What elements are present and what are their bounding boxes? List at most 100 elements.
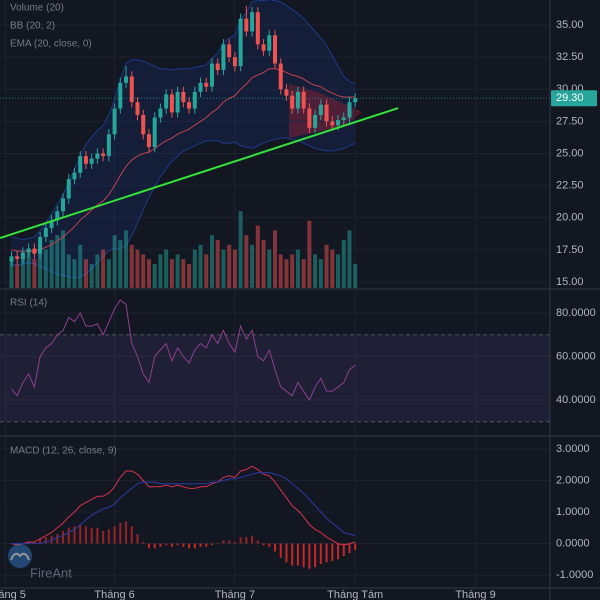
candle-body bbox=[112, 108, 117, 135]
volume-bar bbox=[238, 211, 243, 288]
volume-bar bbox=[198, 244, 203, 288]
macd-hist-bar bbox=[67, 527, 70, 544]
candle-body bbox=[330, 121, 335, 126]
macd-hist-bar bbox=[268, 543, 271, 547]
macd-hist-bar bbox=[84, 526, 87, 544]
y-tick-label: 22.50 bbox=[556, 180, 584, 192]
legend-macd: MACD (12, 26, close, 9) bbox=[10, 446, 117, 457]
volume-bar bbox=[181, 259, 186, 288]
macd-hist-bar bbox=[205, 543, 208, 547]
macd-hist-bar bbox=[216, 543, 219, 545]
trendline bbox=[0, 107, 399, 239]
macd-hist-bar bbox=[348, 543, 351, 554]
volume-bar bbox=[324, 244, 329, 288]
candle-body bbox=[353, 98, 358, 103]
volume-bar bbox=[261, 240, 266, 288]
macd-hist-bar bbox=[27, 541, 30, 544]
candle-body bbox=[38, 237, 43, 254]
y-tick-label: 25.00 bbox=[556, 147, 584, 159]
bb-fill bbox=[11, 0, 356, 279]
volume-bar bbox=[272, 230, 278, 288]
volume-bar bbox=[284, 259, 289, 288]
y-tick-label: 27.50 bbox=[556, 115, 584, 127]
volume-bar bbox=[290, 254, 295, 288]
candle-body bbox=[101, 153, 106, 157]
volume-bar bbox=[295, 249, 300, 288]
candle-body bbox=[324, 104, 329, 122]
volume-bar bbox=[49, 240, 54, 288]
volume-bar bbox=[232, 249, 237, 288]
candle-body bbox=[255, 12, 260, 45]
candle-body bbox=[232, 57, 237, 67]
candle-body bbox=[267, 35, 272, 51]
volume-bar bbox=[112, 235, 117, 288]
candle-body bbox=[95, 153, 100, 159]
volume-bar bbox=[89, 264, 94, 288]
y-tick-label: 60.0000 bbox=[556, 350, 596, 362]
macd-hist-bar bbox=[119, 523, 122, 544]
macd-hist-bar bbox=[291, 543, 294, 566]
candle-body bbox=[204, 82, 209, 87]
watermark-logo-mark bbox=[10, 552, 30, 561]
macd-hist-bar bbox=[90, 527, 93, 544]
macd-hist-bar bbox=[285, 543, 288, 563]
volume-bar bbox=[267, 249, 272, 288]
volume-bar bbox=[336, 254, 341, 288]
legend-rsi: RSI (14) bbox=[10, 298, 47, 309]
volume-bar bbox=[215, 240, 220, 288]
volume-bar bbox=[129, 244, 134, 288]
macd-hist-bar bbox=[325, 543, 328, 563]
volume-bar bbox=[61, 230, 66, 288]
candle-body bbox=[26, 248, 31, 253]
x-tick-label: Tháng 9 bbox=[455, 589, 495, 600]
candle-body bbox=[78, 156, 83, 173]
candle-body bbox=[198, 82, 203, 92]
macd-hist-bar bbox=[188, 543, 191, 549]
macd-hist-bar bbox=[296, 543, 299, 566]
volume-bar bbox=[209, 235, 214, 288]
macd-hist-bar bbox=[73, 526, 76, 544]
volume-bar bbox=[32, 259, 37, 288]
macd-hist-bar bbox=[210, 543, 213, 546]
macd-hist-bar bbox=[279, 543, 282, 558]
volume-bar bbox=[141, 254, 146, 288]
volume-bar bbox=[9, 259, 14, 288]
y-tick-label: 40.0000 bbox=[556, 394, 596, 406]
candle-body bbox=[141, 114, 146, 135]
y-tick-label: 0.0000 bbox=[556, 537, 590, 549]
volume-bar bbox=[307, 220, 312, 288]
volume-bar bbox=[353, 264, 358, 288]
candle-body bbox=[83, 156, 88, 164]
candle-body bbox=[261, 44, 266, 51]
volume-bar bbox=[15, 264, 20, 288]
macd-hist-bar bbox=[39, 538, 42, 544]
signal-line bbox=[11, 472, 356, 545]
volume-bar bbox=[301, 259, 306, 288]
candle-body bbox=[55, 211, 60, 221]
candle-body bbox=[250, 12, 255, 32]
candle-body bbox=[209, 63, 214, 87]
candle-body bbox=[187, 102, 192, 109]
candle-body bbox=[164, 94, 169, 109]
volume-bar bbox=[192, 249, 197, 288]
y-tick-label: 80.0000 bbox=[556, 307, 596, 319]
macd-hist-bar bbox=[182, 543, 185, 547]
legend-ema: EMA (20, close, 0) bbox=[10, 39, 92, 50]
macd-hist-bar bbox=[176, 543, 179, 546]
x-tick-label: Tháng 7 bbox=[215, 589, 255, 600]
volume-bar bbox=[124, 230, 129, 288]
candle-body bbox=[272, 35, 278, 64]
y-tick-label: -1.0000 bbox=[556, 569, 593, 581]
volume-bar bbox=[38, 244, 43, 288]
macd-hist-bar bbox=[153, 543, 156, 549]
volume-bar bbox=[152, 264, 157, 288]
candle-body bbox=[158, 108, 163, 118]
x-tick-label: Tháng 5 bbox=[0, 589, 26, 600]
macd-hist-bar bbox=[262, 543, 265, 546]
volume-bar bbox=[26, 249, 31, 288]
macd-hist-bar bbox=[319, 543, 322, 565]
volume-bar bbox=[83, 259, 88, 288]
candle-body bbox=[135, 102, 140, 115]
y-tick-label: 3.0000 bbox=[556, 443, 590, 455]
watermark-text: FireAnt bbox=[30, 565, 72, 580]
